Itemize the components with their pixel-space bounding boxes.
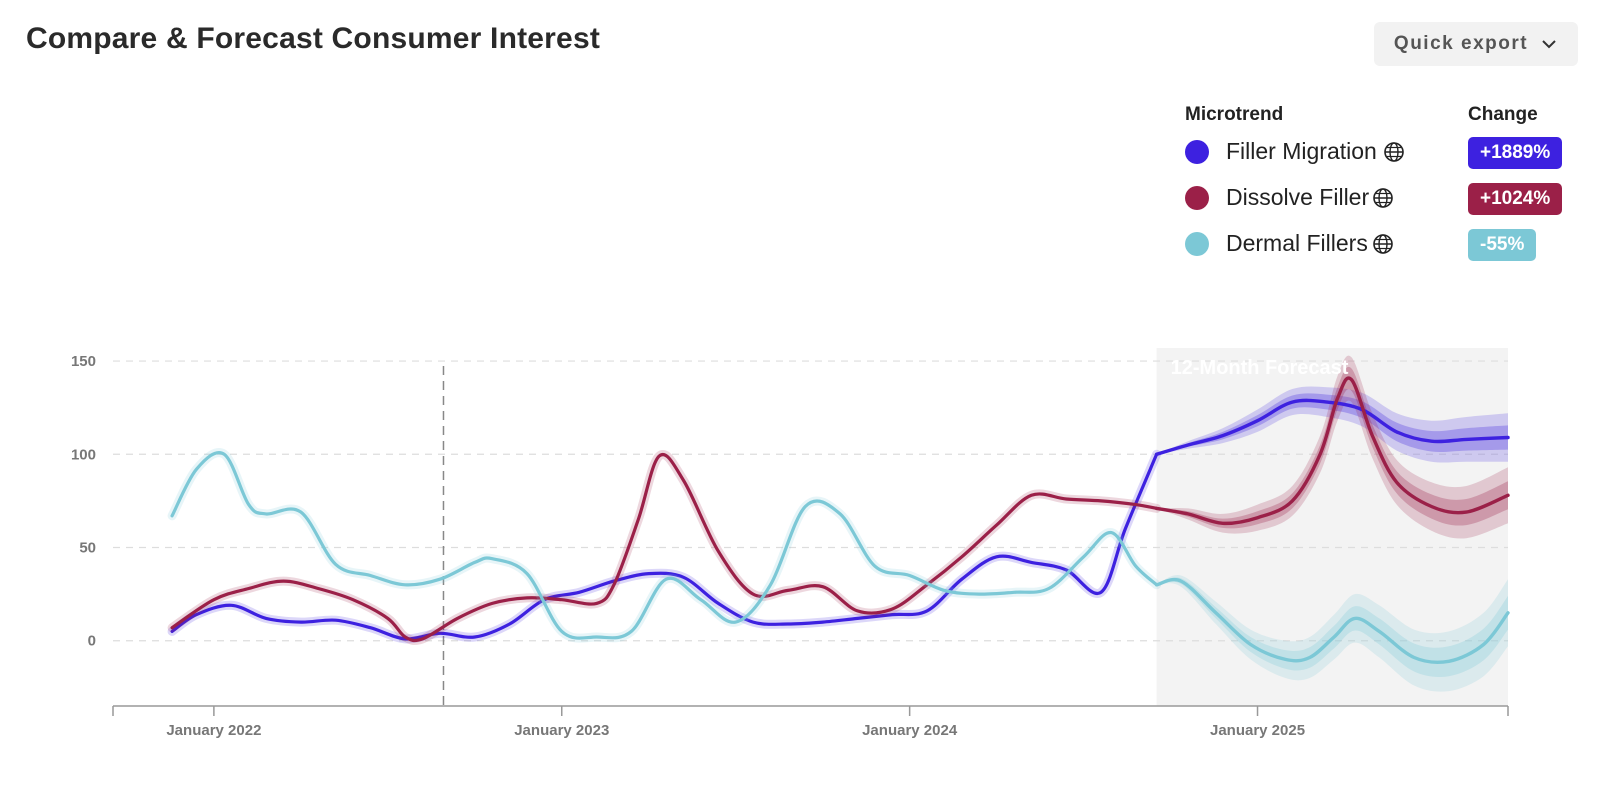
legend-item-name: Filler Migration xyxy=(1226,138,1377,164)
quick-export-label: Quick export xyxy=(1393,33,1529,54)
legend-microtrend-header: Microtrend xyxy=(1185,104,1284,125)
x-tick-label: January 2024 xyxy=(862,722,958,739)
legend-change-header: Change xyxy=(1468,104,1538,125)
change-badge: +1024% xyxy=(1468,183,1563,215)
legend-item-dissolve-filler[interactable]: Dissolve Filler +1024% xyxy=(1185,181,1585,215)
change-badge: +1889% xyxy=(1468,137,1563,169)
legend-dot xyxy=(1185,232,1209,256)
forecast-region xyxy=(1156,348,1508,706)
series-line-dermal-fillers xyxy=(170,451,1159,640)
x-tick-label: January 2023 xyxy=(514,722,609,739)
series-line-filler-migration xyxy=(170,452,1159,641)
y-tick-label: 50 xyxy=(79,540,96,557)
globe-icon[interactable] xyxy=(1383,141,1405,163)
forecast-line-filler-migration xyxy=(1154,398,1510,456)
series-line-dissolve-filler xyxy=(170,453,1159,643)
chart-svg: 150 100 50 0 January 2022 January 2023 January… xyxy=(71,348,1510,739)
globe-icon[interactable] xyxy=(1372,187,1394,209)
legend-dot xyxy=(1185,186,1209,210)
forecast-band-inner-dermal-fillers xyxy=(1156,577,1508,677)
legend-dot xyxy=(1185,140,1209,164)
chevron-down-icon xyxy=(1542,40,1556,49)
page-title: Compare & Forecast Consumer Interest xyxy=(26,22,601,55)
legend-item-name: Dermal Fillers xyxy=(1226,230,1368,256)
change-badge: -55% xyxy=(1468,229,1537,261)
series-glow-dermal-fillers xyxy=(167,448,1162,643)
legend-item-dermal-fillers[interactable]: Dermal Fillers -55% xyxy=(1185,227,1585,261)
quick-export-button[interactable]: Quick export xyxy=(1374,22,1578,66)
y-tick-label: 0 xyxy=(88,633,96,650)
legend-item-filler-migration[interactable]: Filler Migration +1889% xyxy=(1185,135,1585,169)
globe-icon[interactable] xyxy=(1372,233,1394,255)
forecast-band-outer-dissolve-filler xyxy=(1156,355,1508,539)
y-tick-label: 150 xyxy=(71,353,96,370)
legend-item-name: Dissolve Filler xyxy=(1226,184,1370,210)
x-tick-label: January 2025 xyxy=(1210,722,1305,739)
trend-chart: 150 100 50 0 January 2022 January 2023 January… xyxy=(0,330,1600,789)
forecast-label: 12-Month Forecast xyxy=(1171,357,1349,379)
forecast-band-outer-filler-migration xyxy=(1156,386,1508,463)
forecast-line-dermal-fillers xyxy=(1154,577,1510,665)
x-tick-label: January 2022 xyxy=(166,722,261,739)
forecast-band-outer-dermal-fillers xyxy=(1156,575,1508,692)
forecast-line-dissolve-filler xyxy=(1154,376,1510,526)
y-tick-label: 100 xyxy=(71,446,96,463)
